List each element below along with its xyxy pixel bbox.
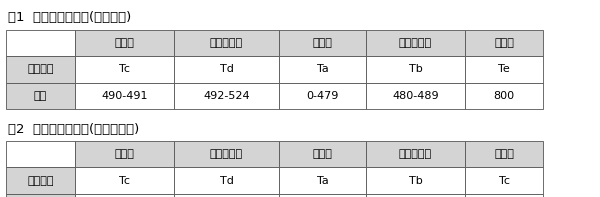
Text: 490-491: 490-491 — [101, 91, 148, 101]
Text: Ta: Ta — [317, 176, 328, 186]
Text: 场周期: 场周期 — [494, 38, 514, 48]
Bar — [174, 83, 279, 109]
Text: 场消隐前肩: 场消隐前肩 — [399, 38, 432, 48]
Bar — [465, 56, 543, 83]
Text: Tc: Tc — [119, 64, 130, 74]
Bar — [465, 83, 543, 109]
Bar — [279, 167, 366, 194]
Text: 行周期: 行周期 — [494, 149, 514, 159]
Bar — [174, 141, 279, 167]
Bar — [6, 141, 75, 167]
Text: 对应位置: 对应位置 — [27, 64, 54, 74]
Bar — [366, 30, 465, 56]
Bar — [174, 56, 279, 83]
Bar — [75, 167, 174, 194]
Text: Td: Td — [220, 176, 233, 186]
Bar — [366, 167, 465, 194]
Text: 表1  场扫描时序要求(单位：行): 表1 场扫描时序要求(单位：行) — [8, 11, 131, 24]
Text: 行消隐后肩: 行消隐后肩 — [210, 149, 243, 159]
Text: 场同步: 场同步 — [115, 38, 134, 48]
Text: 0-479: 0-479 — [307, 91, 338, 101]
Bar — [465, 167, 543, 194]
Bar — [75, 83, 174, 109]
Bar — [465, 30, 543, 56]
Text: 800: 800 — [493, 91, 515, 101]
Bar — [174, 167, 279, 194]
Bar — [279, 56, 366, 83]
Text: 行消隐前肩: 行消隐前肩 — [399, 149, 432, 159]
Text: 对应位置: 对应位置 — [27, 176, 54, 186]
Text: 场消隐后肩: 场消隐后肩 — [210, 38, 243, 48]
Text: 行数: 行数 — [34, 91, 47, 101]
Text: 492-524: 492-524 — [203, 91, 250, 101]
Bar — [465, 194, 543, 197]
Text: 场图像: 场图像 — [313, 38, 332, 48]
Text: Ta: Ta — [317, 64, 328, 74]
Text: 480-489: 480-489 — [392, 91, 439, 101]
Bar — [6, 167, 75, 194]
Bar — [279, 141, 366, 167]
Text: Tb: Tb — [409, 64, 422, 74]
Bar — [366, 141, 465, 167]
Bar — [465, 141, 543, 167]
Bar — [366, 56, 465, 83]
Bar — [6, 194, 75, 197]
Bar — [6, 83, 75, 109]
Bar — [6, 30, 75, 56]
Bar — [366, 194, 465, 197]
Text: Tc: Tc — [499, 176, 509, 186]
Text: Tc: Tc — [119, 176, 130, 186]
Bar — [174, 30, 279, 56]
Bar — [75, 56, 174, 83]
Text: Te: Te — [498, 64, 510, 74]
Text: 行同步: 行同步 — [115, 149, 134, 159]
Text: 行图像: 行图像 — [313, 149, 332, 159]
Bar — [75, 194, 174, 197]
Bar — [366, 83, 465, 109]
Text: Td: Td — [220, 64, 233, 74]
Bar — [279, 83, 366, 109]
Bar — [6, 56, 75, 83]
Bar — [75, 30, 174, 56]
Text: Tb: Tb — [409, 176, 422, 186]
Bar — [174, 194, 279, 197]
Bar — [279, 194, 366, 197]
Bar — [279, 30, 366, 56]
Bar — [75, 141, 174, 167]
Text: 表2  行扫描时序要求(单位：像素): 表2 行扫描时序要求(单位：像素) — [8, 123, 139, 136]
